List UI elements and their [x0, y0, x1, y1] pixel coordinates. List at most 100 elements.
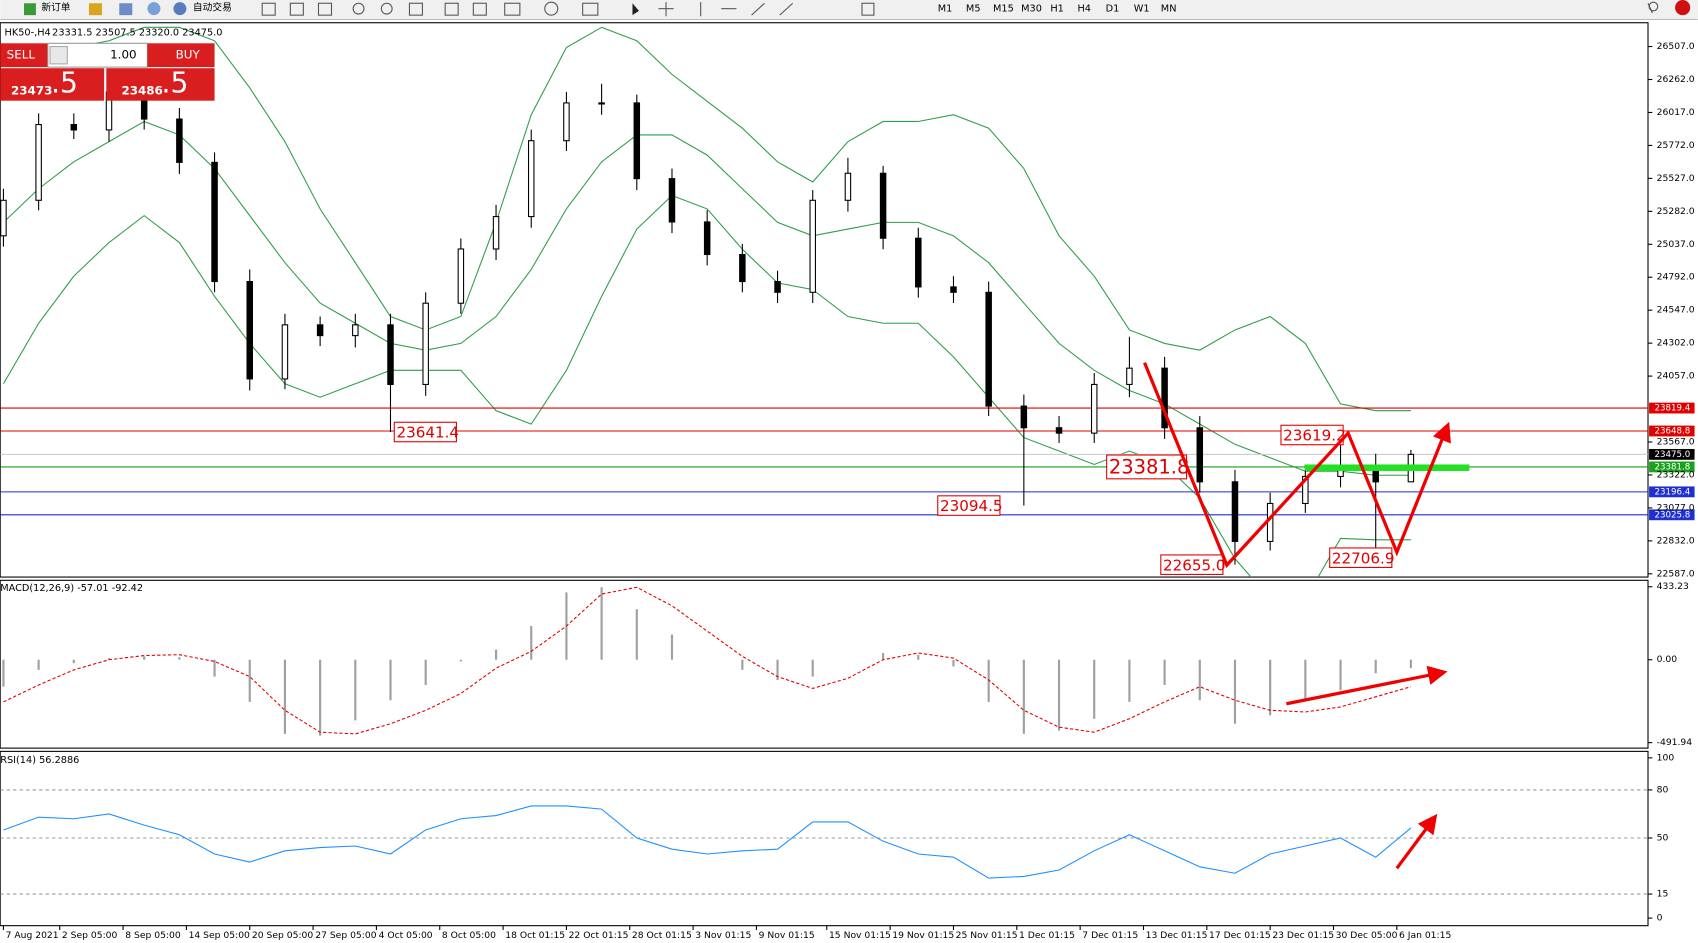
candle-body — [1090, 383, 1098, 434]
candle-body — [950, 286, 957, 293]
ask-main[interactable]: 23486 — [121, 83, 162, 97]
y-tick-label: 26262.0 — [1657, 74, 1695, 85]
timeframe-button[interactable]: M1 — [938, 4, 953, 15]
candle-body — [809, 199, 816, 293]
toolbar-icon[interactable] — [119, 3, 133, 16]
y-tick-label: 25772.0 — [1657, 140, 1695, 151]
candle-body — [176, 118, 183, 163]
candle-body — [527, 140, 535, 218]
chart-symbol: HK50-,H4 — [5, 27, 51, 38]
timeframe-button[interactable]: W1 — [1134, 4, 1150, 15]
ask-fraction[interactable]: .5 — [162, 66, 189, 99]
y-tick-label: 26507.0 — [1657, 41, 1695, 52]
bid-fraction[interactable]: .5 — [51, 66, 78, 99]
new-order-button[interactable]: 新订单 — [41, 1, 70, 14]
y-tick-label: 23322.0 — [1657, 469, 1695, 480]
bollinger-middle — [3, 120, 1411, 476]
x-tick-label: 25 Nov 01:15 — [956, 930, 1018, 941]
bid-price[interactable] — [0, 68, 105, 101]
x-tick-label: 27 Sep 05:00 — [315, 930, 376, 941]
price-level-tag — [1649, 486, 1695, 498]
x-tick-label: 22 Oct 01:15 — [569, 930, 629, 941]
timeframe-button[interactable]: H1 — [1050, 4, 1064, 15]
price-level-label: 23025.8 — [1655, 510, 1691, 520]
candle-body — [774, 280, 781, 293]
price-annotation-box — [1160, 554, 1224, 575]
candle-body — [1266, 502, 1274, 542]
x-tick-label: 7 Aug 2021 — [6, 930, 59, 941]
candle-body — [0, 199, 7, 237]
candle-body — [598, 102, 605, 105]
candle-body — [668, 178, 676, 223]
timeframe-button[interactable]: M30 — [1021, 4, 1042, 15]
candle-body — [633, 102, 641, 180]
candle-body — [70, 124, 78, 131]
candle-body — [281, 324, 289, 380]
buy-button[interactable] — [147, 43, 215, 68]
candle-body — [844, 172, 852, 201]
timeframe-button[interactable]: MN — [1161, 4, 1177, 15]
toolbar — [0, 0, 1698, 20]
price-level-tag — [1649, 448, 1695, 460]
timeframe-button[interactable]: H4 — [1077, 4, 1091, 15]
price-annotation-box — [393, 421, 457, 443]
candle-body — [1020, 405, 1028, 429]
buy-label[interactable]: BUY — [176, 48, 201, 62]
candle-body — [387, 324, 394, 385]
rsi-line — [3, 805, 1412, 879]
toolbar-icon[interactable] — [147, 2, 161, 16]
price-annotation: 22655.0 — [1163, 556, 1226, 574]
timeframe-button[interactable]: M15 — [993, 4, 1014, 15]
toolbar-icon[interactable] — [88, 3, 102, 16]
price-annotation: 23094.5 — [940, 497, 1003, 515]
alert-badge[interactable] — [1675, 0, 1691, 16]
price-annotation: 22706.9 — [1332, 549, 1395, 567]
y-tick-label: 50 — [1657, 832, 1669, 843]
sell-label[interactable]: SELL — [7, 48, 36, 62]
price-level-label: 23196.4 — [1655, 487, 1691, 497]
y-tick-label: 22587.0 — [1657, 568, 1695, 579]
ohlc-header: 23331.5 23507.5 23320.0 23475.0 — [52, 27, 222, 38]
candle-body — [35, 124, 42, 201]
main-chart — [0, 22, 1649, 578]
y-tick-label: 23077.0 — [1657, 502, 1695, 513]
candle-body — [246, 280, 253, 380]
y-tick-label: 25527.0 — [1657, 173, 1695, 184]
x-tick-label: 28 Oct 01:15 — [632, 930, 692, 941]
x-tick-label: 19 Nov 01:15 — [892, 930, 954, 941]
x-tick-label: 14 Sep 05:00 — [189, 930, 250, 941]
price-annotation: 23641.4 — [396, 424, 459, 442]
one-click-trading: SELL 1.00 BUY 23473 .5 23486 .5 — [0, 42, 215, 101]
macd-panel — [0, 579, 1649, 749]
x-tick-label: 20 Sep 05:00 — [252, 930, 313, 941]
y-tick-label: 0 — [1657, 913, 1663, 924]
lot-value[interactable]: 1.00 — [110, 48, 136, 62]
y-tick-label: 23567.0 — [1657, 437, 1695, 448]
x-tick-label: 15 Nov 01:15 — [829, 930, 891, 941]
price-annotation-box — [1329, 547, 1393, 568]
new-order-icon[interactable] — [24, 3, 36, 16]
y-tick-label: -491.94 — [1657, 737, 1693, 748]
candle-body — [211, 161, 218, 283]
y-tick-label: 25037.0 — [1657, 239, 1695, 250]
price-annotation-box — [937, 495, 1001, 516]
timeframe-button[interactable]: D1 — [1106, 4, 1120, 15]
pattern-arrow — [1143, 362, 1451, 569]
sell-button[interactable] — [0, 43, 48, 68]
candle-body — [985, 291, 992, 407]
y-tick-label: 24547.0 — [1657, 305, 1695, 316]
ask-price[interactable] — [106, 68, 215, 101]
x-tick-label: 4 Oct 05:00 — [379, 930, 433, 941]
candle-body — [422, 302, 429, 385]
price-level-tag — [1649, 509, 1695, 521]
timeframe-button[interactable]: M5 — [966, 4, 981, 15]
x-tick-label: 6 Jan 01:15 — [1399, 930, 1451, 941]
auto-trading-icon[interactable] — [173, 2, 187, 16]
candle-body — [1055, 427, 1063, 434]
price-level-label: 23648.8 — [1655, 427, 1691, 437]
candle-body — [1302, 475, 1309, 505]
candle-body — [879, 172, 887, 239]
auto-trading-button[interactable]: 自动交易 — [193, 1, 232, 14]
price-annotation-box — [1280, 424, 1344, 446]
bid-main[interactable]: 23473 — [11, 83, 52, 97]
